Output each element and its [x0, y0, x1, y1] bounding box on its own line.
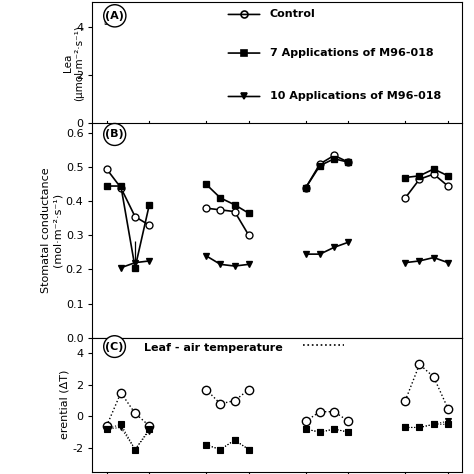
- Text: (A): (A): [105, 11, 124, 21]
- Text: Control: Control: [270, 9, 316, 19]
- Y-axis label: Lea
(μmol·m⁻²·s⁻¹): Lea (μmol·m⁻²·s⁻¹): [63, 25, 84, 100]
- Y-axis label: erential (ΔT): erential (ΔT): [60, 370, 70, 439]
- Text: (B): (B): [105, 129, 124, 139]
- Text: Ⓐ: Ⓐ: [103, 11, 112, 25]
- Text: Leaf - air temperature: Leaf - air temperature: [144, 343, 283, 353]
- Y-axis label: Stomatal conductance
(mol·m⁻²·s⁻¹): Stomatal conductance (mol·m⁻²·s⁻¹): [41, 167, 63, 293]
- Text: 7 Applications of M96-018: 7 Applications of M96-018: [270, 48, 434, 58]
- Text: 10 Applications of M96-018: 10 Applications of M96-018: [270, 91, 441, 101]
- Text: (C): (C): [105, 342, 124, 352]
